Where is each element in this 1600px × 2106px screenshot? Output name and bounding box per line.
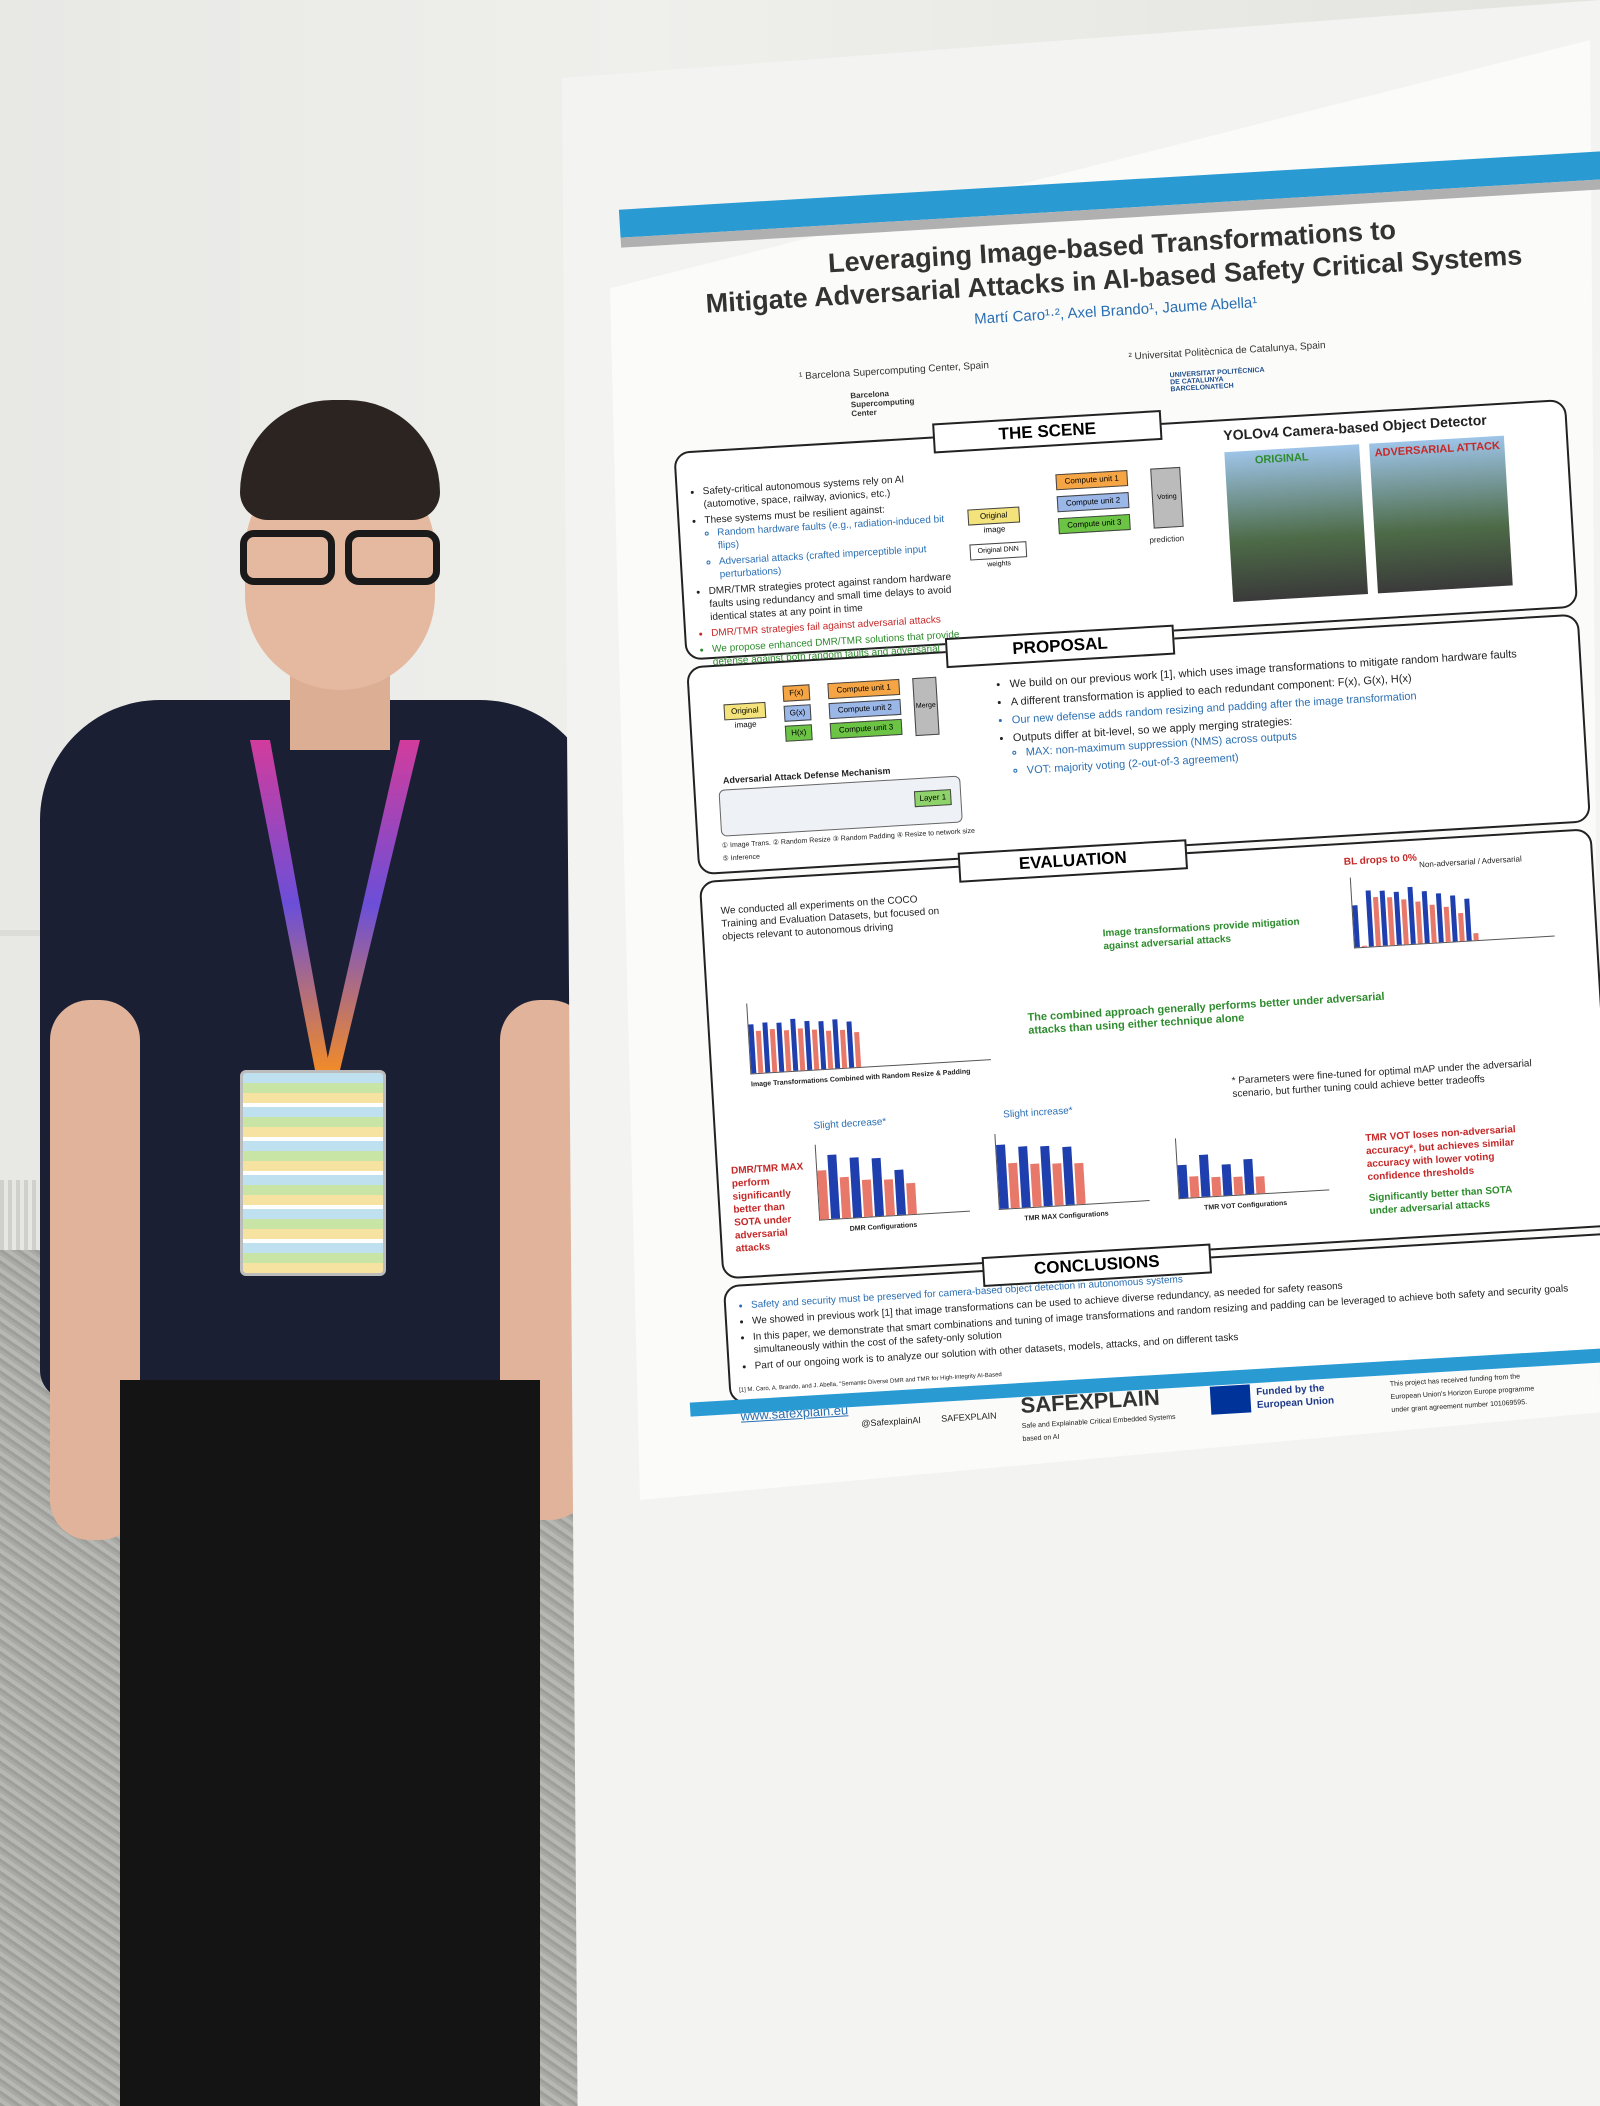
bar — [817, 1170, 830, 1220]
bar — [797, 1028, 806, 1071]
proposal-original-image: Original image — [723, 701, 767, 730]
layer1-block: Layer 1 — [913, 789, 952, 808]
conference-badge — [240, 1070, 386, 1276]
bar — [1255, 1176, 1266, 1194]
bar — [1074, 1162, 1086, 1205]
trousers — [120, 1380, 540, 2106]
dmr-bar-chart — [814, 1135, 970, 1221]
grant-note: This project has received funding from t… — [1389, 1373, 1535, 1415]
bar — [1062, 1146, 1075, 1205]
presenter — [30, 400, 610, 2106]
legend-adversarial: Adversarial — [1481, 854, 1522, 866]
transform-fx: F(x) — [782, 684, 811, 702]
bar — [839, 1176, 852, 1219]
original-photo — [1224, 444, 1369, 602]
lanyard — [250, 740, 420, 1070]
bar — [783, 1030, 792, 1072]
research-poster: Leveraging Image-based Transformations t… — [610, 2, 1600, 1498]
diagram-dnn-weights: Original DNN weights — [969, 541, 1028, 569]
bar — [811, 1029, 820, 1070]
dmr-max-note: DMR/TMR MAX perform significantly better… — [730, 1161, 804, 1255]
transform-gx: G(x) — [783, 704, 812, 722]
merge-block: Merge — [912, 676, 940, 737]
twitter-handle: @SafexplainAI — [861, 1414, 922, 1429]
eu-funding: Funded by the European Union — [1255, 1382, 1335, 1411]
bar — [1415, 901, 1423, 944]
affiliation-bsc: ¹ Barcelona Supercomputing Center, Spain — [798, 360, 990, 383]
bar — [755, 1030, 764, 1073]
bar — [849, 1157, 863, 1218]
bar — [894, 1169, 906, 1216]
tmr-vot-note: TMR VOT loses non-adversarial accuracy*,… — [1364, 1124, 1516, 1184]
bar — [1189, 1176, 1200, 1198]
bar — [1018, 1145, 1031, 1208]
tmr-max-bar-chart — [994, 1125, 1150, 1210]
bar — [1421, 891, 1430, 944]
bar — [1361, 945, 1367, 947]
bar — [1198, 1154, 1211, 1197]
scene-bullet-2: These systems must be resilient against:… — [704, 500, 956, 583]
transformations-bar-chart — [1349, 865, 1555, 949]
bar — [1429, 904, 1437, 943]
bar — [1458, 912, 1465, 942]
diagram-prediction: prediction — [1149, 533, 1185, 545]
tmr-vot-bar-chart — [1174, 1129, 1330, 1200]
bar — [846, 1021, 855, 1068]
voting-block: Voting — [1150, 466, 1184, 529]
bar — [1464, 898, 1472, 941]
hair — [240, 400, 440, 520]
bar — [906, 1182, 917, 1215]
bar — [1435, 893, 1444, 943]
bar — [1040, 1145, 1053, 1207]
bar — [1052, 1163, 1064, 1206]
bar — [790, 1018, 799, 1071]
bar — [804, 1020, 813, 1071]
bsc-logo: Barcelona Supercomputing Center — [850, 389, 915, 419]
linkedin-handle: SAFEXPLAIN — [940, 1410, 997, 1424]
bar — [1221, 1163, 1233, 1196]
bar — [832, 1019, 841, 1069]
bar — [1473, 933, 1479, 941]
bar — [1030, 1162, 1042, 1207]
bar — [1352, 905, 1360, 948]
combined-bar-chart — [746, 989, 991, 1075]
eu-flag-icon — [1209, 1384, 1252, 1415]
affiliation-upc: ² Universitat Politècnica de Catalunya, … — [1128, 340, 1326, 363]
glasses-icon — [225, 530, 455, 590]
upc-logo: UNIVERSITAT POLITÈCNICA DE CATALUNYA BAR… — [1169, 366, 1265, 394]
bar — [1211, 1176, 1222, 1197]
bar — [1233, 1176, 1244, 1195]
bar — [883, 1179, 896, 1216]
bar — [839, 1029, 848, 1069]
bar — [1177, 1164, 1189, 1199]
bar — [861, 1179, 874, 1217]
bar — [854, 1031, 862, 1068]
bar — [1243, 1159, 1255, 1195]
bar — [1008, 1162, 1020, 1209]
bar — [825, 1030, 834, 1069]
diagram-original-image: Original image — [967, 506, 1021, 535]
bar — [818, 1021, 827, 1070]
legend-non-adversarial: Non-adversarial — [1418, 857, 1476, 870]
bar — [827, 1154, 841, 1219]
bar — [1443, 906, 1451, 942]
bar — [1450, 895, 1458, 942]
transform-hx: H(x) — [784, 724, 813, 742]
bar — [1407, 886, 1416, 945]
bar — [996, 1144, 1009, 1209]
bar — [871, 1157, 885, 1217]
